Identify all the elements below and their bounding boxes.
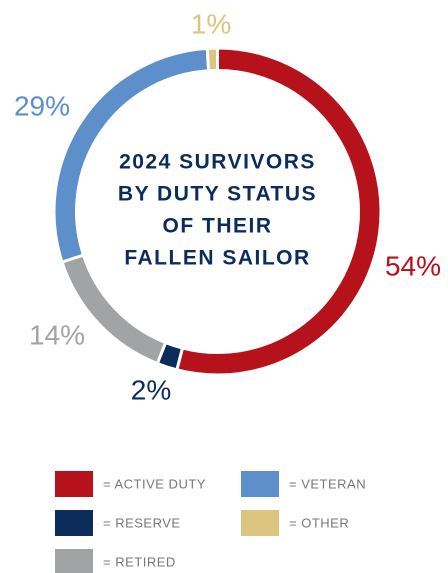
value-label: 2% [131, 374, 171, 405]
chart-title: BY DUTY STATUS [118, 183, 317, 206]
donut-segment [175, 46, 383, 377]
legend-swatch [241, 471, 279, 497]
legend-label: = ACTIVE DUTY [103, 476, 206, 491]
legend-label: = VETERAN [289, 476, 366, 491]
chart-title: FALLEN SAILOR [124, 247, 310, 270]
legend-label: = OTHER [289, 515, 349, 530]
value-label: 29% [14, 90, 70, 121]
value-label: 1% [191, 8, 231, 39]
value-label: 54% [385, 250, 441, 281]
value-label: 14% [29, 319, 85, 350]
legend-label: = RETIRED [103, 554, 176, 569]
legend-swatch [241, 510, 279, 536]
chart-title: 2024 SURVIVORS [119, 151, 316, 174]
chart-title: OF THEIR [163, 215, 273, 238]
legend-label: = RESERVE [103, 515, 181, 530]
legend-swatch [55, 549, 93, 573]
legend-swatch [55, 471, 93, 497]
donut-segment [205, 46, 219, 73]
legend-swatch [55, 510, 93, 536]
